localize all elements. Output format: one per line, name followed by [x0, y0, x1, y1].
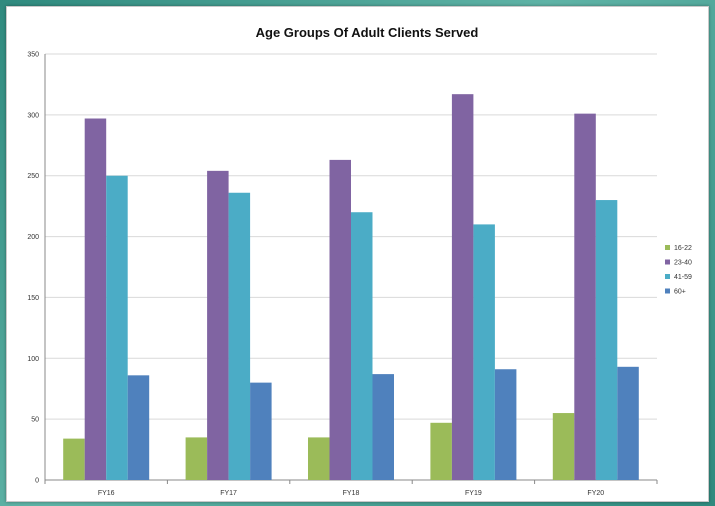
- bar-23-40-FY17: [207, 170, 229, 481]
- bar-23-40-FY19: [451, 94, 474, 480]
- bars: [63, 94, 639, 481]
- legend-label: 41-59: [674, 274, 692, 281]
- bar-41-59-FY17: [228, 192, 251, 481]
- bar-60+-FY19: [494, 369, 517, 480]
- x-tick-label: FY16: [98, 490, 115, 497]
- x-tick-label: FY19: [465, 490, 482, 497]
- bar-16-22-FY19: [430, 422, 452, 480]
- x-tick-label: FY17: [220, 490, 237, 497]
- legend-label: 23-40: [674, 260, 692, 267]
- y-tick-label: 150: [27, 295, 39, 302]
- legend-label: 60+: [674, 289, 686, 296]
- legend-swatch-41-59: [665, 274, 670, 279]
- bar-16-22-FY16: [63, 438, 85, 480]
- chart-panel: Age Groups Of Adult Clients Served 0 50 10…: [6, 6, 709, 502]
- legend-label: 16-22: [674, 245, 692, 252]
- bar-16-22-FY20: [552, 413, 575, 480]
- x-tick-label: FY20: [587, 490, 604, 497]
- bar-41-59-FY20: [595, 200, 618, 481]
- bar-60+-FY18: [372, 374, 394, 480]
- bar-16-22-FY18: [308, 437, 330, 480]
- bar-41-59-FY18: [351, 212, 373, 480]
- chart-title: Age Groups Of Adult Clients Served: [256, 25, 479, 40]
- y-tick-label: 200: [27, 234, 39, 241]
- bar-60+-FY20: [617, 366, 639, 480]
- x-tick-label: FY18: [343, 490, 360, 497]
- bar-41-59-FY19: [473, 224, 495, 480]
- legend: 16-22 23-40 41-59 60+: [665, 245, 692, 296]
- bar-23-40-FY18: [329, 159, 351, 481]
- bar-chart: Age Groups Of Adult Clients Served 0 50 10…: [27, 25, 692, 497]
- y-tick-label: 350: [27, 52, 39, 59]
- bar-41-59-FY16: [106, 175, 128, 480]
- bar-60+-FY17: [250, 382, 272, 480]
- bar-23-40-FY20: [574, 113, 596, 480]
- legend-swatch-23-40: [665, 259, 670, 265]
- y-tick-label: 0: [35, 478, 39, 485]
- y-tick-label: 300: [27, 112, 39, 119]
- bar-60+-FY16: [127, 375, 150, 480]
- bar-23-40-FY16: [84, 118, 107, 480]
- legend-swatch-16-22: [665, 245, 670, 250]
- bar-16-22-FY17: [185, 437, 208, 480]
- y-tick-label: 100: [27, 356, 39, 363]
- y-tick-label: 250: [27, 173, 39, 180]
- legend-swatch-60+: [665, 288, 670, 294]
- y-tick-label: 50: [31, 417, 39, 424]
